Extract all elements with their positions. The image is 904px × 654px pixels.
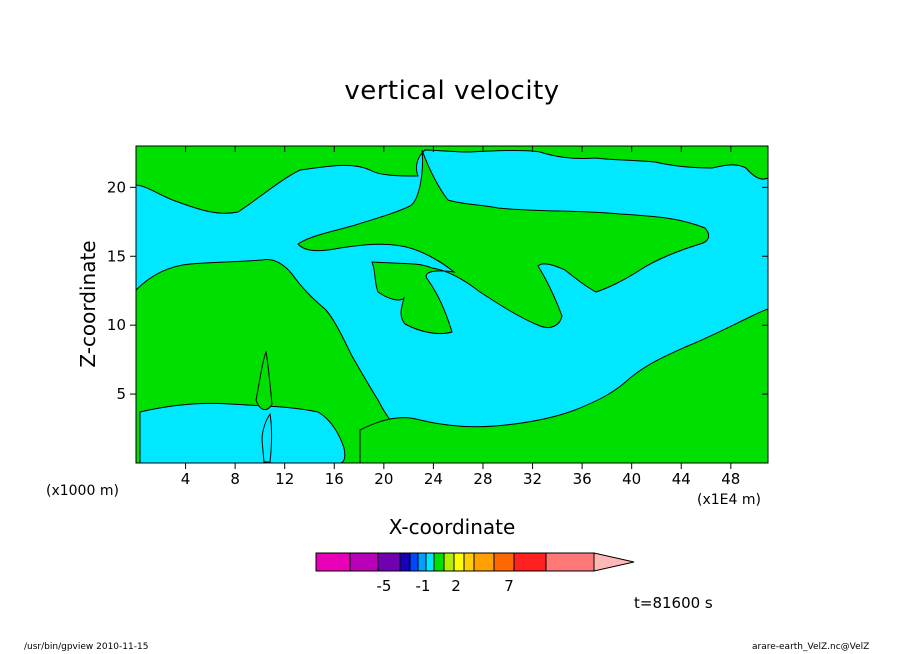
x-tick-label-7: 28 (473, 470, 492, 488)
y-tick-label-1: 5 (116, 385, 126, 403)
footer-right: arare-earth_VelZ.nc@VelZ (752, 642, 870, 652)
colorbar-segment-10 (453, 552, 465, 572)
colorbar-segment-13 (493, 552, 515, 572)
x-tick-label-11: 44 (672, 470, 691, 488)
narrow-feature (255, 350, 273, 410)
colorbar-segment-8 (433, 552, 445, 572)
colorbar-segment-7 (425, 552, 435, 572)
colorbar-segment-12 (473, 552, 495, 572)
x-tick-label-9: 36 (573, 470, 592, 488)
x-tick-label-5: 20 (374, 470, 393, 488)
y-tick-label-3: 15 (107, 247, 126, 265)
colorbar-segment-6 (417, 552, 427, 572)
x-axis-ticks: 4 8 12 16 20 24 28 32 36 40 44 48 (181, 146, 740, 488)
colorbar-segment-3 (377, 552, 401, 572)
x-tick-label-6: 24 (424, 470, 443, 488)
x-tick-label-8: 32 (523, 470, 542, 488)
colorbar-segment-9 (443, 552, 455, 572)
colorbar-segment-11 (463, 552, 475, 572)
x-unit-left: (x1000 m) (46, 483, 119, 499)
colorbar-segment-2 (349, 552, 379, 572)
narrow-cavity (261, 412, 272, 463)
x-tick-label-4: 16 (325, 470, 344, 488)
colorbar-segment-4 (399, 552, 411, 572)
colorbar-label-4: 7 (504, 577, 514, 595)
colorbar: -5 -1 2 7 (315, 552, 635, 595)
plot-area (135, 145, 769, 464)
colorbar-label-1: -5 (377, 577, 392, 595)
colorbar-label-3: 2 (451, 577, 461, 595)
y-tick-label-2: 10 (107, 316, 126, 334)
lower-left-cavity (139, 402, 346, 464)
footer-left: /usr/bin/gpview 2010-11-15 (24, 642, 149, 652)
colorbar-arrow (593, 552, 635, 572)
colorbar-segment-5 (409, 552, 419, 572)
x-tick-label-12: 48 (721, 470, 740, 488)
x-tick-label-10: 40 (622, 470, 641, 488)
x-axis-label: X-coordinate (388, 515, 516, 539)
x-unit-right: (x1E4 m) (697, 492, 761, 508)
time-label: t=81600 s (634, 594, 713, 612)
chart-title: vertical velocity (344, 76, 560, 106)
upper-region (135, 145, 769, 214)
x-tick-label-3: 12 (275, 470, 294, 488)
bottom-region (359, 308, 769, 464)
x-tick-label-2: 8 (230, 470, 240, 488)
central-plume-region (297, 149, 710, 335)
colorbar-segment-14 (513, 552, 547, 572)
y-tick-label-4: 20 (107, 178, 126, 196)
y-axis-ticks: 5 10 15 20 (107, 178, 768, 403)
colorbar-label-2: -1 (416, 577, 431, 595)
x-tick-label-1: 4 (181, 470, 191, 488)
colorbar-segment-15 (545, 552, 595, 572)
colorbar-segment-1 (315, 552, 351, 572)
y-axis-label: Z-coordinate (76, 240, 100, 368)
plot-frame (135, 145, 769, 464)
